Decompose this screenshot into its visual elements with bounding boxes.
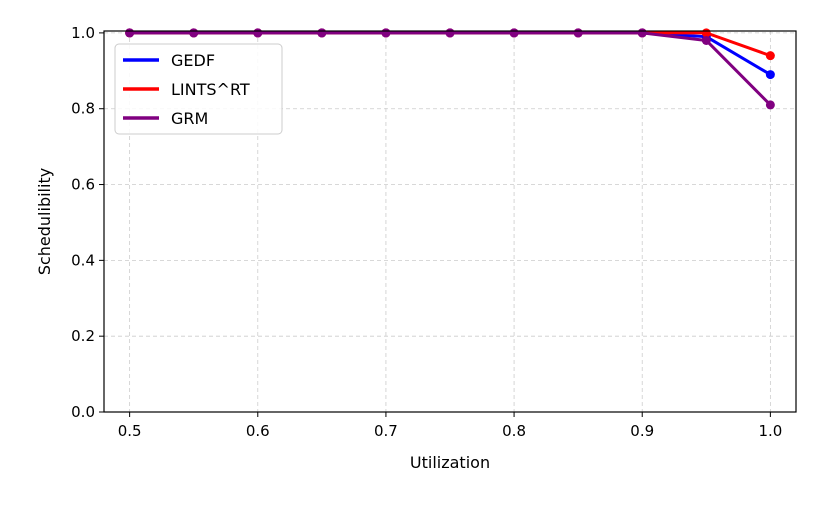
plot-frame — [103, 30, 797, 413]
legend-box — [114, 43, 283, 135]
data-point-grm — [189, 28, 199, 38]
legend-label: LINTS^RT — [171, 80, 250, 99]
legend-label: GEDF — [171, 51, 215, 70]
x-tick-label: 0.5 — [118, 422, 142, 440]
y-axis: 0.0 0.2 0.4 0.6 0.8 1.0 — [71, 24, 104, 421]
data-point-grm — [317, 28, 327, 38]
x-tick-label: 1.0 — [758, 422, 782, 440]
x-axis-label: Utilization — [410, 453, 490, 472]
x-tick-label: 0.7 — [374, 422, 398, 440]
y-tick-label: 0.4 — [71, 251, 95, 269]
y-tick-label: 0.0 — [71, 403, 95, 421]
y-tick-label: 1.0 — [71, 24, 95, 42]
data-point-lints-rt — [765, 51, 775, 61]
x-tick-label: 0.8 — [502, 422, 526, 440]
legend-label: GRM — [171, 109, 208, 128]
x-tick-label: 0.6 — [246, 422, 270, 440]
x-axis: 0.5 0.6 0.7 0.8 0.9 1.0 — [118, 412, 782, 440]
y-tick-label: 0.8 — [71, 100, 95, 118]
data-point-gedf — [765, 70, 775, 80]
data-point-grm — [509, 28, 519, 38]
data-point-grm — [445, 28, 455, 38]
data-point-grm — [765, 100, 775, 110]
y-axis-label: Schedulibility — [35, 168, 54, 275]
data-point-grm — [573, 28, 583, 38]
data-point-grm — [701, 35, 711, 45]
legend: GEDF LINTS^RT GRM — [114, 43, 283, 135]
data-point-grm — [381, 28, 391, 38]
y-tick-label: 0.2 — [71, 327, 95, 345]
x-tick-label: 0.9 — [630, 422, 654, 440]
data-point-grm — [125, 28, 135, 38]
y-tick-label: 0.6 — [71, 176, 95, 194]
data-point-grm — [253, 28, 263, 38]
data-point-grm — [637, 28, 647, 38]
